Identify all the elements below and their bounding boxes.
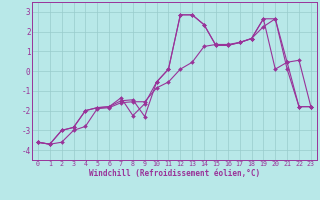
X-axis label: Windchill (Refroidissement éolien,°C): Windchill (Refroidissement éolien,°C)	[89, 169, 260, 178]
